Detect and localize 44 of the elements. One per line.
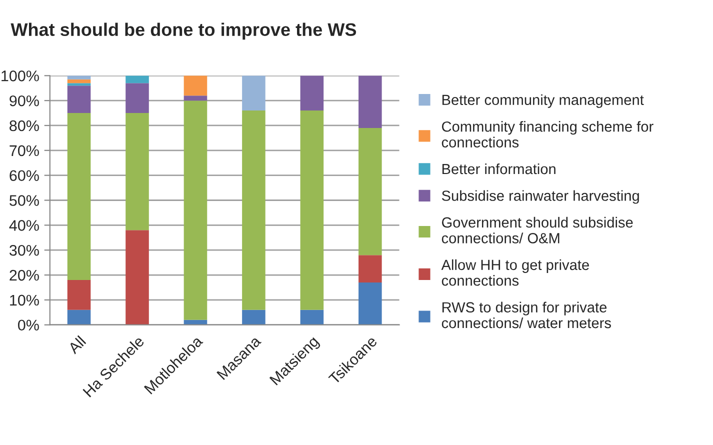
y-tick-label: 100% bbox=[2, 70, 39, 82]
bar bbox=[242, 310, 266, 325]
legend-label: Subsidise rainwater harvesting bbox=[442, 190, 639, 204]
legend-label: Better community management bbox=[442, 94, 644, 108]
bar bbox=[126, 76, 149, 84]
legend-label: Allow HH to get private connections bbox=[441, 259, 589, 286]
bar bbox=[358, 128, 382, 256]
y-tick-label: 40% bbox=[9, 220, 39, 231]
bar bbox=[67, 79, 91, 84]
bar bbox=[126, 83, 149, 114]
y-tick-label: 30% bbox=[10, 244, 39, 256]
y-tick-label: 0% bbox=[18, 320, 39, 331]
bar bbox=[358, 282, 382, 325]
y-tick-label: 60% bbox=[10, 170, 39, 182]
bar bbox=[67, 86, 91, 114]
chart-title: What should be done to improve the WS bbox=[10, 22, 356, 40]
bar bbox=[242, 76, 266, 111]
bar bbox=[300, 110, 324, 310]
bar bbox=[358, 76, 382, 128]
legend-label: RWS to design for private connections/ water meters bbox=[442, 302, 611, 328]
bar bbox=[184, 100, 208, 320]
bar bbox=[126, 113, 149, 230]
y-tick-label: 70% bbox=[10, 145, 39, 156]
bar bbox=[126, 230, 149, 325]
y-tick-label: 80% bbox=[10, 120, 39, 132]
bar bbox=[67, 76, 91, 80]
legend-label: Community financing scheme for connections bbox=[442, 121, 654, 148]
legend-label: Better information bbox=[442, 163, 556, 174]
y-tick-label: 20% bbox=[10, 270, 39, 281]
legend-label: Government should subsidise connections/ O&M bbox=[442, 216, 633, 244]
bar bbox=[67, 83, 91, 86]
bar bbox=[67, 310, 91, 325]
bar bbox=[184, 76, 208, 96]
bar bbox=[242, 110, 266, 310]
y-tick-label: 50% bbox=[10, 195, 39, 206]
bar bbox=[300, 76, 324, 111]
bar bbox=[184, 96, 208, 101]
x-tick-label: All bbox=[67, 335, 86, 354]
bar bbox=[67, 113, 91, 280]
bar bbox=[300, 310, 324, 325]
y-tick-label: 90% bbox=[10, 95, 39, 106]
y-tick-label: 10% bbox=[10, 294, 39, 306]
bar bbox=[358, 255, 382, 282]
bar bbox=[67, 280, 91, 310]
